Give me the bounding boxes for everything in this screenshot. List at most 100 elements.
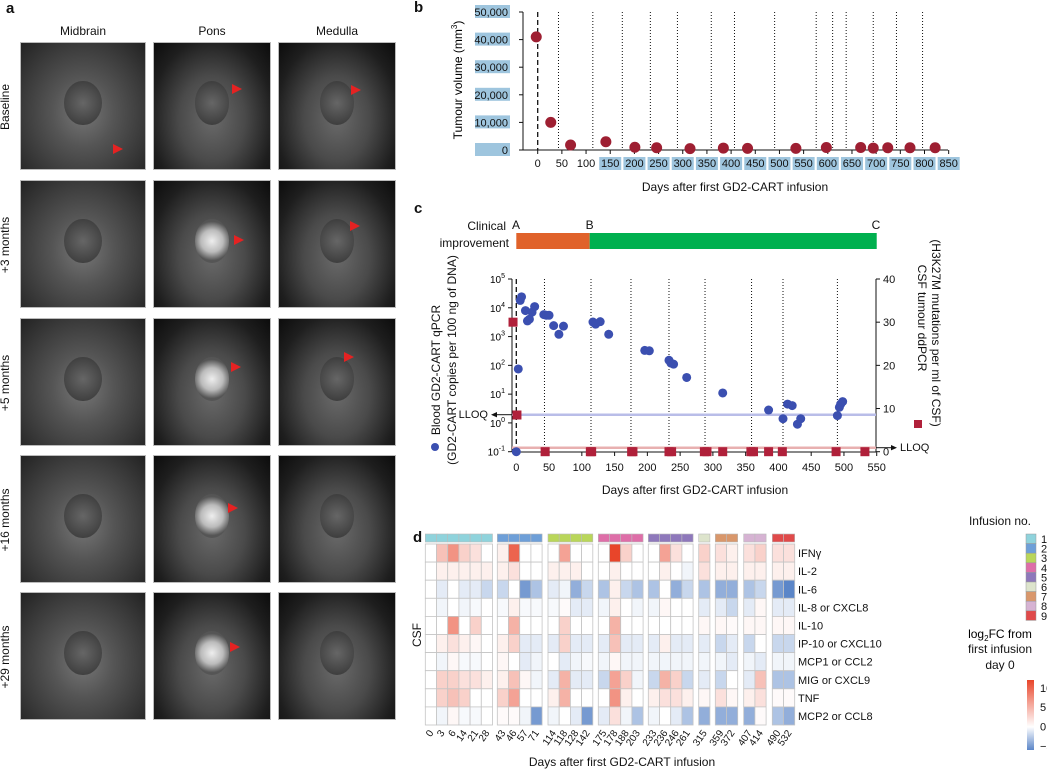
heatmap-cell bbox=[530, 616, 543, 635]
infusion-legend-swatch bbox=[1025, 562, 1037, 573]
x-axis-title: Days after first GD2-CART infusion bbox=[529, 755, 715, 769]
infusion-legend-label: 3 bbox=[1041, 553, 1047, 565]
y-axis-title: CSF bbox=[410, 623, 424, 647]
heatmap-cell bbox=[424, 670, 437, 690]
mri-scan-medulla bbox=[278, 318, 396, 446]
heatmap-cell bbox=[631, 688, 644, 708]
heatmap-cell bbox=[508, 670, 521, 690]
infusion-legend-swatch bbox=[1025, 543, 1037, 554]
heatmap-cell bbox=[558, 616, 571, 635]
heatmap-cell bbox=[631, 616, 644, 635]
heatmap-cell bbox=[469, 670, 482, 690]
tumour-volume-point bbox=[790, 142, 802, 154]
x-tick-label: 600 bbox=[819, 158, 837, 170]
left-axis-title: (GD2-CART copies per 100 ng of DNA) bbox=[445, 255, 459, 465]
heatmap-cell bbox=[436, 543, 449, 563]
heatmap-cell bbox=[726, 543, 739, 563]
heatmap-cell bbox=[436, 670, 449, 690]
csf-ddpcr-point bbox=[587, 447, 597, 457]
heatmap-cell bbox=[558, 597, 571, 617]
csf-ddpcr-point bbox=[749, 447, 759, 457]
infusion-annotation-cell bbox=[496, 533, 509, 543]
heatmap-cell bbox=[620, 706, 633, 726]
heatmap-cell bbox=[620, 688, 633, 708]
y-tick-label: 40,000 bbox=[474, 35, 508, 47]
blood-qpcr-point bbox=[549, 321, 559, 331]
heatmap-cell bbox=[458, 688, 471, 708]
heatmap-cell bbox=[530, 688, 543, 708]
infusion-legend-swatch bbox=[1025, 552, 1037, 564]
mri-scan-midbrain bbox=[20, 42, 146, 170]
heatmap-cell bbox=[771, 706, 784, 726]
heatmap-cell bbox=[558, 670, 571, 690]
x-tick-label: 50 bbox=[556, 158, 568, 170]
x-axis-title: Days after first GD2-CART infusion bbox=[642, 180, 828, 194]
heatmap-cell bbox=[519, 706, 532, 726]
infusion-legend-label: 7 bbox=[1041, 592, 1047, 604]
heatmap-cell bbox=[647, 652, 660, 672]
infusion-annotation-cell bbox=[754, 533, 767, 543]
infusion-annotation-cell bbox=[447, 533, 460, 543]
tick-highlight bbox=[475, 32, 510, 46]
brainstem-region bbox=[64, 80, 102, 125]
day-tick-label: 28 bbox=[477, 728, 493, 744]
heatmap-cell bbox=[698, 597, 711, 617]
brainstem-region bbox=[194, 493, 230, 538]
mri-scan-midbrain bbox=[20, 318, 146, 446]
heatmap-cell bbox=[609, 561, 622, 581]
heatmap-cell bbox=[547, 597, 560, 617]
exponent: 1 bbox=[501, 388, 505, 395]
heatmap-cell bbox=[508, 652, 521, 672]
heatmap-cell bbox=[519, 561, 532, 581]
blood-qpcr-point bbox=[530, 302, 540, 312]
infusion-annotation-cell bbox=[436, 533, 448, 543]
scale-legend-title: log2FC from bbox=[968, 627, 1032, 643]
heatmap-cell bbox=[754, 706, 767, 726]
heatmap-cell bbox=[771, 616, 784, 635]
heatmap-cell bbox=[670, 706, 683, 726]
heatmap-cell bbox=[496, 706, 509, 726]
infusion-annotation-cell bbox=[681, 533, 694, 543]
cytokine-row-label: IFNγ bbox=[798, 548, 822, 560]
heatmap-cell bbox=[496, 652, 509, 672]
heatmap-cell bbox=[771, 597, 784, 617]
tumour-volume-point bbox=[600, 136, 612, 148]
tumour-volume-point bbox=[742, 142, 754, 154]
cytokine-row-label: IL-6 bbox=[798, 584, 817, 596]
lloq-label-left: LLOQ bbox=[459, 409, 489, 421]
x-tick-label: 350 bbox=[698, 158, 716, 170]
blood-qpcr-point bbox=[796, 414, 806, 424]
heatmap-cell bbox=[558, 634, 571, 654]
heatmap-cell bbox=[508, 616, 521, 635]
heatmap-cell bbox=[469, 652, 482, 672]
x-tick-label: 150 bbox=[601, 158, 619, 170]
heatmap-cell bbox=[436, 616, 449, 635]
heatmap-cell bbox=[508, 579, 521, 599]
heatmap-cell bbox=[783, 616, 796, 635]
heatmap-cell bbox=[469, 688, 482, 708]
heatmap-cell bbox=[570, 670, 583, 690]
heatmap-cell bbox=[771, 561, 784, 581]
heatmap-cell bbox=[771, 670, 784, 690]
red-arrowhead-icon bbox=[344, 352, 354, 362]
heatmap-cell bbox=[547, 670, 560, 690]
heatmap-cell bbox=[547, 543, 560, 563]
day-tick-label: 414 bbox=[747, 728, 766, 748]
heatmap-cell bbox=[698, 688, 711, 708]
brainstem-region bbox=[319, 80, 355, 125]
tumour-volume-point bbox=[684, 143, 696, 155]
panel-d-letter: d bbox=[413, 529, 422, 546]
heatmap-cell bbox=[530, 670, 543, 690]
cytokine-row-label: MIG or CXCL9 bbox=[798, 675, 870, 687]
heatmap-cell bbox=[670, 616, 683, 635]
heatmap-cell bbox=[496, 543, 509, 563]
blood-legend-marker bbox=[431, 443, 439, 451]
x-tick-label: 250 bbox=[649, 158, 667, 170]
heatmap-cell bbox=[631, 579, 644, 599]
heatmap-cell bbox=[480, 634, 493, 654]
scale-title-part: FC from bbox=[989, 627, 1032, 641]
infusion-legend-label: 6 bbox=[1041, 582, 1047, 594]
heatmap-cell bbox=[424, 688, 437, 708]
colorbar-tick-label: −5 bbox=[1040, 741, 1047, 753]
left-tick-label: 100 bbox=[490, 417, 505, 430]
